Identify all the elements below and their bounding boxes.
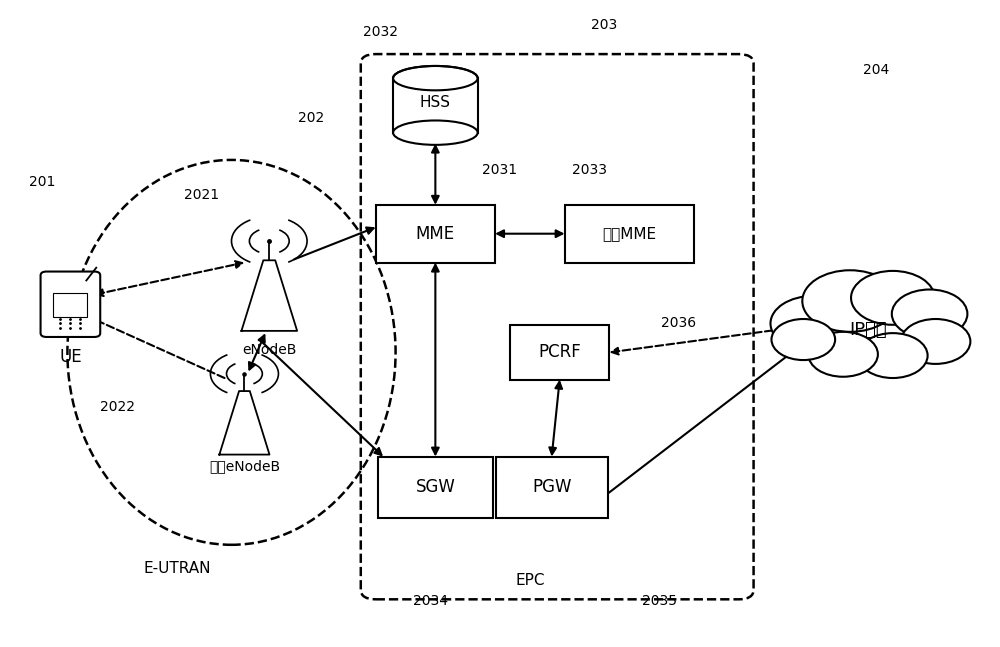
Ellipse shape	[785, 289, 951, 371]
Circle shape	[802, 270, 898, 332]
Text: 2036: 2036	[661, 316, 697, 331]
Text: 2022: 2022	[100, 400, 135, 414]
Circle shape	[901, 319, 970, 364]
Bar	[393, 78, 478, 133]
Text: HSS: HSS	[420, 94, 451, 110]
Polygon shape	[241, 260, 297, 331]
Bar	[378, 457, 493, 518]
Text: 202: 202	[298, 111, 324, 126]
Ellipse shape	[393, 66, 478, 91]
Circle shape	[858, 333, 928, 378]
Text: 2035: 2035	[642, 593, 677, 608]
Text: PGW: PGW	[532, 478, 571, 496]
Text: 201: 201	[29, 175, 56, 190]
Circle shape	[771, 319, 835, 360]
Circle shape	[770, 296, 856, 351]
Text: UE: UE	[59, 348, 82, 366]
Bar	[565, 205, 694, 263]
Circle shape	[892, 289, 967, 338]
Text: 2033: 2033	[572, 162, 607, 177]
Circle shape	[808, 332, 878, 377]
Text: 2021: 2021	[184, 188, 219, 203]
Text: eNodeB: eNodeB	[242, 344, 296, 357]
Text: PCRF: PCRF	[538, 344, 581, 362]
Text: 2032: 2032	[363, 25, 398, 39]
Text: EPC: EPC	[515, 573, 545, 587]
Text: 2031: 2031	[482, 162, 518, 177]
Circle shape	[851, 271, 935, 325]
Bar	[510, 325, 609, 380]
Text: E-UTRAN: E-UTRAN	[143, 561, 211, 576]
Text: MME: MME	[416, 225, 455, 243]
Ellipse shape	[393, 66, 478, 91]
Text: SGW: SGW	[415, 478, 455, 496]
Text: 203: 203	[591, 18, 618, 32]
Bar	[496, 457, 608, 518]
Ellipse shape	[393, 120, 478, 145]
FancyBboxPatch shape	[41, 272, 100, 337]
Text: 其它MME: 其它MME	[602, 226, 656, 241]
Bar	[53, 293, 87, 317]
Text: 2034: 2034	[413, 593, 448, 608]
Text: 其它eNodeB: 其它eNodeB	[209, 459, 280, 473]
Text: IP业务: IP业务	[849, 321, 887, 339]
Bar	[376, 205, 495, 263]
Polygon shape	[219, 391, 269, 455]
Text: 204: 204	[863, 63, 889, 77]
